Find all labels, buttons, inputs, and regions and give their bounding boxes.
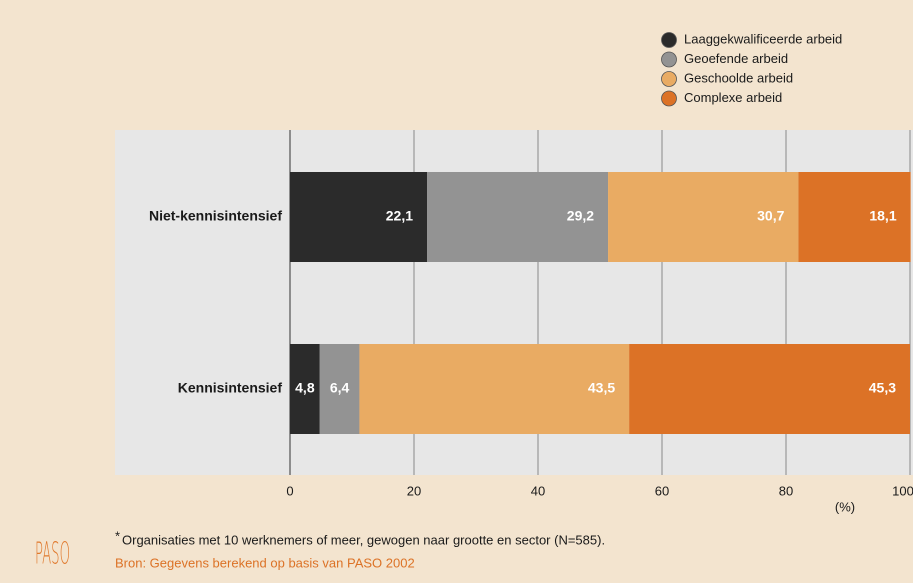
bar-segment [319,344,360,434]
x-axis-label: (%) [835,499,855,514]
legend-marker [661,90,677,107]
x-tick-label: 80 [779,483,793,498]
x-tick-label: 40 [531,483,545,498]
category-label: Kennisintensief [178,380,283,396]
value-label: 30,7 [757,208,784,224]
legend-marker [661,71,677,87]
bar-segment [608,172,799,262]
legend-marker [661,32,677,48]
x-tick-label: 20 [407,483,421,498]
x-tick-label: 60 [655,483,669,498]
bar-segment [290,172,428,262]
bar-segment [290,344,320,434]
bar-segment [798,172,911,262]
x-tick-label: 100 [892,483,913,498]
x-tick-label: 0 [286,483,293,498]
bar-segment [359,344,630,434]
bar-segment [629,344,910,434]
category-label: Niet-kennisintensief [149,208,282,224]
value-label: 22,1 [386,208,413,224]
bars: 22,1 29,2 30,7 18,1 4,8 6,4 43,5 45,3 [290,172,911,434]
logo: PASO [35,537,70,572]
value-label: 18,1 [869,208,896,224]
footnote-mark: * [115,528,120,543]
footnote: Organisaties met 10 werknemers of meer, … [122,532,605,547]
legend-label: Complexe arbeid [684,90,782,105]
source: Bron: Gegevens berekend op basis van PAS… [115,555,415,570]
value-label: 6,4 [330,380,350,396]
value-label: 4,8 [295,380,315,396]
value-label: 29,2 [567,208,594,224]
legend-marker [661,51,677,68]
value-label: 43,5 [588,380,615,396]
legend-label: Laaggekwalificeerde arbeid [684,31,842,46]
bar-segment [427,172,609,262]
legend-label: Geoefende arbeid [684,51,788,66]
value-label: 45,3 [869,380,896,396]
legend-label: Geschoolde arbeid [684,70,793,85]
